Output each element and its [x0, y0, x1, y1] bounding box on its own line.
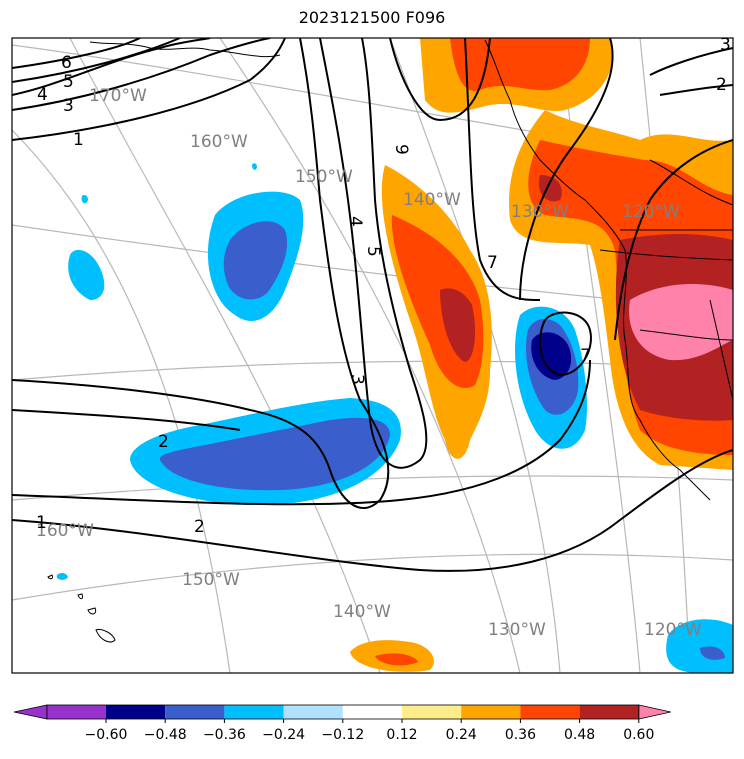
contour-label: 5: [363, 246, 383, 257]
contour-label: 2: [194, 517, 205, 537]
contour-label: 4: [345, 216, 365, 227]
grid-label-170w: 170°W: [89, 86, 147, 106]
colorbar-tick-label: −0.60: [85, 727, 128, 743]
contour-label: 6: [61, 53, 72, 73]
contour-labels: 6 5 4 3 1 9 4 5 3 2 2 1 7 7 2 3: [36, 35, 731, 537]
colorbar-box: [520, 705, 580, 719]
grid-label-120w: 120°W: [622, 202, 680, 222]
contour-label: 3: [720, 35, 731, 55]
colorbar-tick-label: −0.36: [203, 727, 246, 743]
contour-label: 7: [487, 253, 498, 273]
contour-label: 1: [36, 513, 47, 533]
colorbar-tick-label: 0.12: [386, 727, 417, 743]
colorbar-box: [342, 705, 402, 719]
grid-labels: 170°W 160°W 150°W 140°W 130°W 120°W 160°…: [36, 86, 702, 640]
contour-label: 9: [391, 144, 411, 155]
colorbar-box: [106, 705, 166, 719]
grid-label-120w-bottom: 120°W: [644, 620, 702, 640]
colorbar-box: [461, 705, 521, 719]
colorbar-box: [224, 705, 284, 719]
grid-label-150w-bottom: 150°W: [182, 570, 240, 590]
colorbar-box: [165, 705, 225, 719]
colorbar: −0.60 −0.48 −0.36 −0.24 −0.12 0.12 0.24 0.36 0.4…: [13, 704, 671, 743]
coastlines: [47, 39, 733, 643]
positive-anomaly-shading: [350, 38, 733, 672]
contour-label: 3: [63, 96, 74, 116]
colorbar-boxes: [13, 704, 671, 720]
grid-label-140w-bottom: 140°W: [333, 602, 391, 622]
contour-label: 5: [63, 72, 74, 92]
map-panel: 170°W 160°W 150°W 140°W 130°W 120°W 160°…: [11, 35, 734, 674]
contour-label: 2: [158, 432, 169, 452]
colorbar-tick-label: −0.48: [144, 727, 187, 743]
grid-label-160w: 160°W: [190, 132, 248, 152]
contour-label: 4: [37, 85, 48, 105]
colorbar-ticks: −0.60 −0.48 −0.36 −0.24 −0.12 0.12 0.24 0.36 0.4…: [85, 719, 654, 743]
colorbar-tick-label: 0.36: [505, 727, 536, 743]
figure-title: 2023121500 F096: [298, 8, 446, 27]
colorbar-box: [402, 705, 462, 719]
map-frame: [11, 37, 734, 674]
grid-label-140w: 140°W: [403, 190, 461, 210]
grid-label-130w: 130°W: [511, 202, 569, 222]
contour-label: 1: [73, 130, 84, 150]
colorbar-box: [579, 705, 639, 719]
colorbar-tick-label: 0.24: [446, 727, 477, 743]
grid-label-160w-bottom: 160°W: [36, 521, 94, 541]
colorbar-tick-label: 0.60: [623, 727, 654, 743]
grid-label-130w-bottom: 130°W: [488, 620, 546, 640]
contour-label: 3: [347, 374, 367, 385]
colorbar-extend-high: [638, 704, 671, 720]
colorbar-tick-label: 0.48: [564, 727, 595, 743]
colorbar-extend-low: [13, 704, 48, 720]
contour-lines: [12, 38, 733, 572]
colorbar-box: [283, 705, 343, 719]
contour-label: 7: [580, 346, 591, 366]
colorbar-tick-label: −0.24: [262, 727, 305, 743]
colorbar-tick-label: −0.12: [321, 727, 364, 743]
contour-label: 2: [716, 75, 727, 95]
grid-label-150w: 150°W: [295, 167, 353, 187]
colorbar-box: [47, 705, 106, 719]
